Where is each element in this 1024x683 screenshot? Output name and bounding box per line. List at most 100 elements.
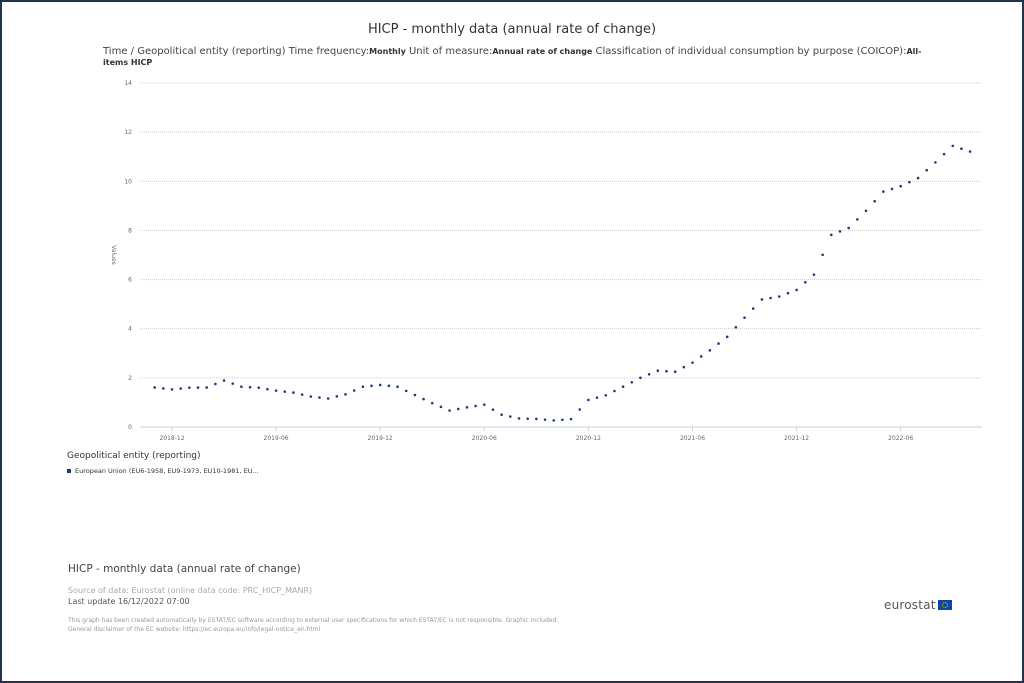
data-point [864,209,868,213]
line-dot [300,393,304,396]
line-dot [404,389,408,393]
data-point [673,370,677,374]
data-point [812,273,816,276]
data-point [760,298,764,301]
line-dot [630,380,634,384]
x-tick-label: 2019-12 [368,435,393,442]
line-dot [751,307,755,310]
data-point [378,383,382,387]
y-tick-label: 2 [128,375,132,382]
line-dot [890,187,894,191]
data-point [274,389,278,392]
legend-title: Geopolitical entity (reporting) [67,451,201,461]
data-point [361,385,365,389]
line-dot [665,369,668,373]
legend-item[interactable]: European Union (EU6-1958, EU9-1973, EU10… [67,467,259,475]
line-dot [960,147,963,151]
line-dot [595,396,599,399]
data-point [396,385,399,389]
line-dot [179,387,182,390]
chart-subtitle: Time / Geopolitical entity (reporting) T… [103,46,933,68]
legend-swatch [67,469,71,473]
data-point [968,150,972,153]
data-point [743,316,746,319]
line-dot [699,355,703,358]
data-point [916,176,920,180]
line-dot [526,417,529,420]
line-dot [717,342,720,345]
line-dot [578,408,582,411]
line-dot [734,325,738,329]
line-dot [266,387,269,391]
x-tick-label: 2018-12 [159,435,184,442]
line-dot [214,382,217,386]
data-point [292,391,295,394]
line-dot [682,365,686,369]
y-tick-label: 8 [128,227,132,234]
subtitle-unit-label: Unit of measure: [405,46,493,57]
x-tick-label: 2019-06 [264,435,289,442]
data-point [188,386,191,389]
line-dot [908,180,911,184]
data-point [604,394,608,397]
data-point [344,393,347,396]
data-point [795,288,798,292]
data-point [691,361,694,364]
subtitle-prefix: Time / Geopolitical entity (reporting) T… [103,46,370,57]
line-dot [352,389,356,392]
data-point [309,395,313,398]
y-tick-label: 14 [124,80,132,87]
line-dot [543,418,547,421]
line-dot [613,389,616,393]
data-point [830,233,833,237]
data-point [639,376,642,380]
line-dot [786,291,790,295]
line-dot [231,382,235,385]
footer-title: HICP - monthly data (annual rate of chan… [68,563,301,575]
line-dot [283,390,287,393]
line-dot [838,230,842,233]
footer-disclaimer: This graph has been created automaticall… [68,616,558,634]
line-dot [873,199,876,203]
data-point [430,401,434,405]
data-point [951,144,955,148]
line-dot [196,386,200,389]
data-point [934,161,937,164]
subtitle-unit: Annual rate of change [492,47,593,56]
data-point [847,226,850,230]
disclaimer-line-2: General disclaimer of the EC website: ht… [68,626,321,633]
line-dot [439,405,443,409]
chart-title: HICP - monthly data (annual rate of chan… [367,22,657,37]
y-tick-label: 10 [124,178,132,185]
x-tick-label: 2020-12 [576,435,601,442]
data-point [413,393,417,397]
logo-text: eurostat [884,598,936,612]
line-dot [561,418,564,422]
data-point [257,386,261,389]
data-point [725,335,729,339]
line-dot [456,407,460,411]
data-point [552,419,555,422]
data-point [448,409,451,412]
subtitle-coicop: All-items HICP [103,47,922,67]
eu-flag-icon [937,600,952,610]
x-tick-label: 2022-06 [888,435,913,442]
y-tick-label: 4 [128,326,132,333]
data-point [222,379,226,382]
line-dot [509,415,512,418]
footer-last-update: Last update 16/12/2022 07:00 [68,597,190,606]
line-dot [474,404,477,408]
line-dot [925,168,929,172]
subtitle-frequency: Monthly [369,47,406,56]
line-dot [422,397,425,401]
line-dot [162,387,165,390]
data-point [621,385,625,389]
data-point [170,388,174,391]
y-tick-label: 0 [128,424,132,431]
data-point [569,417,573,421]
disclaimer-line-1: This graph has been created automaticall… [68,617,559,624]
eurostat-logo: eurostat [884,598,952,612]
line-dot [769,296,772,300]
data-point [517,417,521,420]
